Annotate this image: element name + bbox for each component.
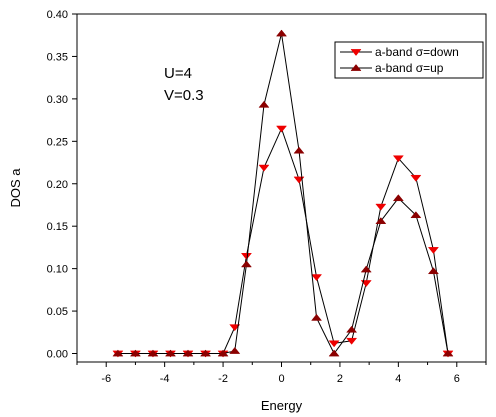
data-point xyxy=(346,337,358,345)
y-tick-label: 0.40 xyxy=(47,9,68,21)
y-tick-label: 0.30 xyxy=(47,94,68,106)
data-point xyxy=(258,100,270,108)
data-point xyxy=(112,349,124,357)
y-axis-label: DOS a xyxy=(8,168,23,208)
x-tick-label: -6 xyxy=(101,373,111,385)
data-point xyxy=(229,347,241,354)
annotation-v: V=0.3 xyxy=(164,87,204,104)
data-point xyxy=(293,146,305,154)
series-1 xyxy=(112,29,454,357)
x-tick-label: -2 xyxy=(218,373,228,385)
data-point xyxy=(375,217,387,224)
legend-item: a-band σ=up xyxy=(340,61,444,75)
x-tick-label: 6 xyxy=(454,373,460,385)
y-tick-label: 0.25 xyxy=(47,136,68,148)
data-point xyxy=(129,349,141,357)
legend-marker xyxy=(350,49,362,56)
y-tick-label: 0.00 xyxy=(47,349,68,361)
x-axis: -6 -4 -2 0 2 4 6 xyxy=(76,362,487,385)
data-point xyxy=(182,349,194,357)
data-point xyxy=(164,349,177,357)
data-point xyxy=(200,349,212,357)
data-point xyxy=(258,164,270,172)
data-point xyxy=(229,324,241,332)
legend: a-band σ=down a-band σ=up xyxy=(334,41,484,79)
y-tick-label: 0.20 xyxy=(47,179,68,191)
x-tick-label: -4 xyxy=(160,373,170,385)
data-point xyxy=(410,211,422,219)
annotation-u: U=4 xyxy=(164,65,192,82)
x-tick-label: 2 xyxy=(337,373,343,385)
data-point xyxy=(147,349,159,357)
data-point xyxy=(360,265,372,273)
data-point xyxy=(427,267,439,275)
data-point xyxy=(311,313,323,321)
data-point xyxy=(328,340,340,348)
data-point xyxy=(375,203,387,211)
legend-marker xyxy=(350,64,362,71)
legend-label: a-band σ=up xyxy=(375,61,444,75)
series-0 xyxy=(112,125,454,358)
series-line xyxy=(117,127,449,355)
data-point xyxy=(275,29,288,37)
y-tick-label: 0.05 xyxy=(47,306,68,318)
data-point xyxy=(427,247,439,254)
data-point xyxy=(240,253,252,260)
data-point xyxy=(392,194,404,202)
data-point xyxy=(311,274,323,282)
y-tick-label: 0.35 xyxy=(47,51,68,63)
data-point xyxy=(442,349,454,357)
x-tick-label: 4 xyxy=(395,373,401,385)
y-axis: 0.00 0.05 0.10 0.15 0.20 0.25 0.30 0.35 0.40 xyxy=(47,9,77,361)
legend-label: a-band σ=down xyxy=(375,45,459,59)
legend-item: a-band σ=down xyxy=(340,45,459,59)
x-tick-label: 0 xyxy=(278,373,284,385)
data-point xyxy=(240,260,252,268)
series-layer xyxy=(112,29,454,358)
y-tick-label: 0.15 xyxy=(47,221,68,233)
legend-box xyxy=(334,41,484,79)
data-point xyxy=(360,280,372,288)
y-tick-label: 0.10 xyxy=(47,264,68,276)
data-point xyxy=(410,174,422,182)
data-point xyxy=(346,325,358,333)
data-point xyxy=(328,349,340,357)
data-point xyxy=(392,155,404,163)
x-axis-label: Energy xyxy=(261,398,303,413)
data-point xyxy=(275,125,288,133)
data-point xyxy=(217,349,229,357)
